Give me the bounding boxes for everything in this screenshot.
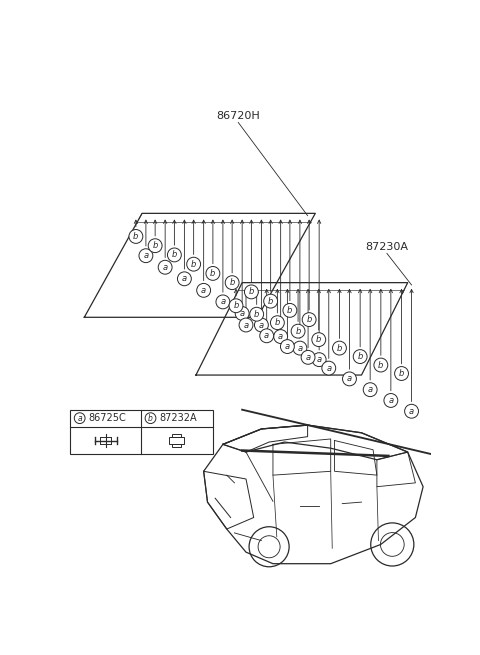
- Text: a: a: [243, 320, 249, 329]
- Circle shape: [353, 350, 367, 364]
- Text: b: b: [254, 310, 259, 319]
- Text: a: a: [264, 331, 269, 341]
- Circle shape: [405, 404, 419, 418]
- Circle shape: [244, 285, 258, 299]
- Text: a: a: [77, 414, 82, 422]
- Circle shape: [312, 333, 326, 346]
- Text: b: b: [316, 335, 322, 344]
- Text: a: a: [163, 263, 168, 272]
- Circle shape: [129, 229, 143, 244]
- Circle shape: [363, 383, 377, 397]
- Circle shape: [239, 318, 253, 332]
- Circle shape: [178, 272, 192, 286]
- Circle shape: [395, 367, 408, 381]
- Text: b: b: [268, 297, 273, 306]
- Text: a: a: [259, 320, 264, 329]
- Text: b: b: [399, 369, 404, 378]
- Text: b: b: [153, 241, 158, 250]
- Text: 86725C: 86725C: [88, 413, 126, 423]
- Bar: [172, 444, 181, 447]
- Text: a: a: [409, 407, 414, 416]
- Circle shape: [280, 340, 294, 354]
- Circle shape: [139, 249, 153, 263]
- Circle shape: [322, 361, 336, 375]
- Circle shape: [168, 248, 181, 262]
- Text: a: a: [388, 396, 394, 405]
- Circle shape: [235, 307, 249, 320]
- Text: b: b: [148, 414, 153, 422]
- Circle shape: [145, 413, 156, 424]
- Text: b: b: [295, 327, 301, 335]
- Circle shape: [216, 295, 230, 309]
- Circle shape: [283, 303, 297, 317]
- Text: b: b: [358, 352, 363, 361]
- Text: b: b: [287, 306, 293, 315]
- Text: b: b: [306, 315, 312, 324]
- Text: a: a: [201, 286, 206, 295]
- Text: a: a: [305, 353, 311, 362]
- Circle shape: [333, 341, 347, 355]
- Bar: [71, 409, 213, 455]
- Text: b: b: [191, 259, 196, 269]
- Text: b: b: [337, 344, 342, 352]
- Circle shape: [225, 276, 239, 290]
- Circle shape: [197, 284, 211, 297]
- Circle shape: [206, 267, 220, 280]
- Text: b: b: [229, 278, 235, 287]
- Text: a: a: [347, 375, 352, 383]
- Circle shape: [374, 358, 388, 372]
- Text: a: a: [220, 297, 226, 307]
- Circle shape: [74, 413, 85, 424]
- Text: a: a: [144, 252, 148, 260]
- Circle shape: [312, 353, 326, 367]
- Circle shape: [264, 294, 277, 308]
- Text: b: b: [210, 269, 216, 278]
- Circle shape: [302, 312, 316, 327]
- Circle shape: [229, 299, 243, 312]
- Text: a: a: [182, 274, 187, 284]
- Text: a: a: [297, 344, 302, 352]
- Text: 87230A: 87230A: [365, 242, 408, 252]
- Bar: [172, 434, 181, 437]
- Circle shape: [187, 257, 201, 271]
- Circle shape: [254, 318, 268, 332]
- Text: b: b: [172, 250, 177, 259]
- Bar: [169, 437, 184, 444]
- Circle shape: [343, 372, 356, 386]
- Circle shape: [384, 394, 398, 407]
- Text: 86720H: 86720H: [216, 111, 260, 121]
- Text: b: b: [249, 288, 254, 297]
- Circle shape: [274, 329, 288, 343]
- Text: a: a: [278, 332, 283, 341]
- Circle shape: [301, 350, 315, 364]
- Text: a: a: [368, 385, 373, 394]
- Text: b: b: [233, 301, 239, 310]
- Text: a: a: [326, 364, 331, 373]
- Text: a: a: [285, 342, 290, 351]
- Circle shape: [293, 341, 307, 355]
- Text: a: a: [240, 309, 245, 318]
- Circle shape: [148, 239, 162, 253]
- Circle shape: [291, 324, 305, 338]
- Text: a: a: [317, 355, 322, 364]
- Text: b: b: [275, 318, 280, 328]
- Circle shape: [270, 316, 284, 329]
- Circle shape: [158, 260, 172, 274]
- Text: 87232A: 87232A: [159, 413, 197, 423]
- Circle shape: [250, 307, 264, 321]
- Text: b: b: [378, 360, 384, 369]
- Circle shape: [260, 329, 274, 343]
- Text: b: b: [133, 232, 139, 241]
